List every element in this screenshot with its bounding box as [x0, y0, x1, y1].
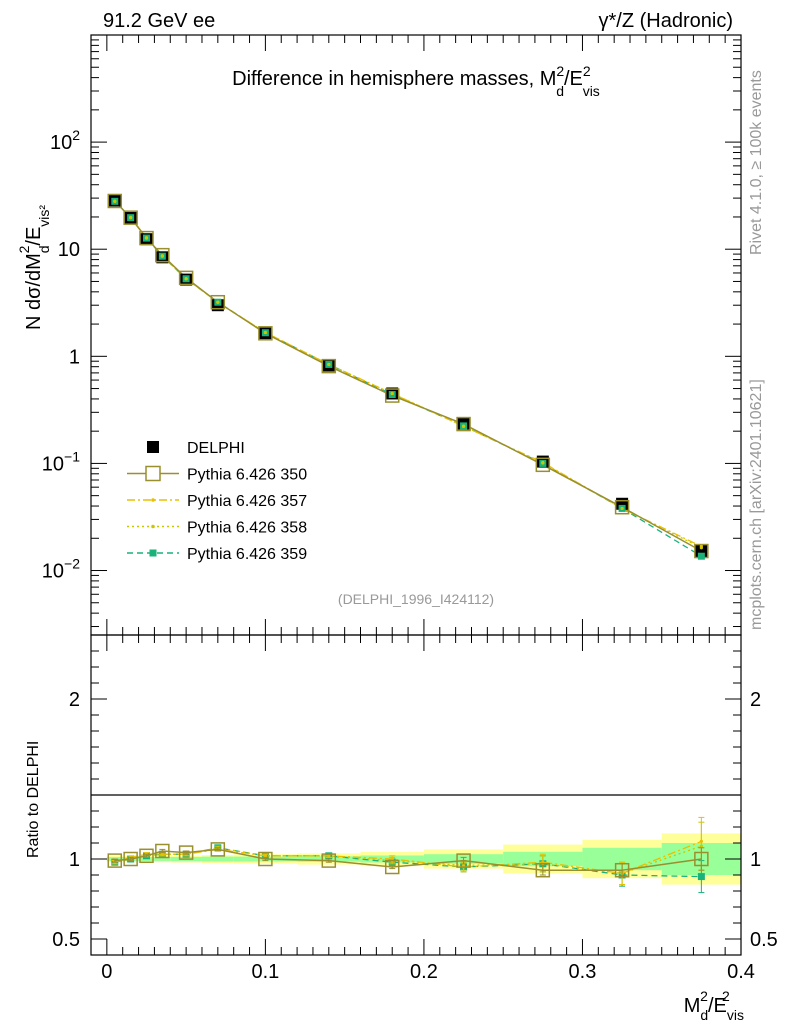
ratio-series-layer [107, 816, 709, 894]
ratio-marker-py350 [123, 851, 138, 867]
ratio-marker-py350 [321, 853, 337, 868]
ratio-uncertainty-bands [106, 833, 741, 885]
main-y-axis-label: N dσ/dMd2/Evis² [16, 205, 52, 330]
process-label: γ*/Z (Hadronic) [599, 10, 733, 32]
x-tick-label: 0 [101, 961, 112, 983]
marker-py358 [144, 236, 149, 240]
ratio-marker-py357 [160, 852, 164, 856]
marker-py358 [216, 300, 220, 304]
marker-py350 [210, 294, 226, 310]
x-axis-label: Md2/Evis2 [684, 988, 744, 1023]
marker-py358 [160, 254, 164, 258]
band-green-bin [582, 847, 662, 871]
ratio-marker-py350 [139, 848, 154, 864]
ratio-marker-py357 [263, 854, 267, 858]
main-x-ticks [106, 35, 742, 635]
main-y-tick-labels: 10−2 10−1 1 10 102 [42, 127, 80, 582]
legend-item-data: DELPHI [147, 440, 245, 457]
ratio-panel: 0.5 0.51 12 20 0.1 0.2 0.3 0.4 Ratio to DELPHI … [25, 634, 778, 1023]
rivet-version-label: Rivet 4.1.0, ≥ 100k events [748, 70, 765, 255]
main-panel: 10−2 10−1 1 10 102 Difference in hemisphere … [16, 34, 742, 636]
marker-py358 [113, 199, 117, 203]
ratio-y-tick-label-right: 0.5 [750, 929, 778, 951]
ratio-y-tick-label-right: 2 [750, 689, 761, 711]
ratio-marker-py350 [258, 851, 273, 867]
marker-py350 [535, 457, 551, 473]
x-tick-label: 0.1 [251, 961, 279, 983]
ratio-ticks: 0.5 0.5 1 1 2 2 0 0.1 0.2 0.3 0.4 [52, 634, 778, 983]
ratio-marker-py350 [155, 843, 170, 859]
marker-py350 [123, 210, 138, 225]
legend-marker-py350 [145, 465, 161, 482]
band-green-bin [154, 857, 171, 861]
marker-py350 [456, 416, 471, 432]
ratio-marker-py350 [456, 853, 471, 868]
analysis-id-label: (DELPHI_1996_I424112) [338, 591, 494, 607]
marker-py350 [321, 358, 337, 374]
marker-py350 [178, 270, 194, 286]
ratio-marker-py350 [107, 853, 123, 868]
ratio-y-tick-label: 0.5 [52, 929, 80, 951]
legend-item-py359: Pythia 6.426 359 [127, 546, 307, 563]
ratio-marker-py359 [697, 873, 705, 881]
x-tick-label: 0.3 [569, 961, 597, 983]
marker-py359 [697, 552, 705, 560]
marker-py350 [258, 326, 273, 341]
ratio-marker-py357 [327, 854, 331, 858]
y-tick-label: 1 [69, 346, 80, 368]
ratio-marker-py350 [384, 859, 400, 875]
legend: DELPHI Pythia 6.426 350 Pythia 6.426 357 Py… [127, 440, 307, 563]
mcplots-label: mcplots.cern.ch [arXiv:2401.10621] [748, 379, 765, 630]
legend-label: Pythia 6.426 350 [187, 467, 307, 484]
main-title: Difference in hemisphere masses, M2 d/E2 v… [232, 63, 600, 99]
y-tick-label: 10−1 [42, 448, 80, 475]
main-plot-frame [90, 34, 742, 636]
ratio-marker-py350 [535, 862, 551, 878]
ratio-marker-py350 [178, 845, 194, 860]
y-tick-label: 10−2 [42, 556, 80, 583]
marker-py350 [139, 230, 154, 246]
ratio-marker-py350 [614, 862, 630, 878]
x-tick-label: 0.4 [727, 961, 755, 983]
legend-marker-py358 [151, 524, 155, 529]
ratio-marker-py350 [694, 851, 709, 867]
marker-py350 [107, 193, 123, 209]
marker-py358 [620, 506, 624, 511]
marker-py358 [327, 362, 331, 367]
main-y-ticks [91, 34, 741, 628]
marker-py358 [263, 330, 267, 335]
ratio-marker-py350 [210, 842, 226, 857]
ratio-y-tick-label: 1 [69, 849, 80, 871]
y-tick-label: 10 [58, 239, 80, 261]
energy-label: 91.2 GeV ee [103, 10, 215, 32]
legend-item-py350: Pythia 6.426 350 [127, 465, 307, 484]
marker-py350 [384, 388, 400, 403]
ratio-y-tick-label: 2 [69, 689, 80, 711]
ratio-y-axis-label: Ratio to DELPHI [25, 741, 42, 858]
marker-py358 [184, 277, 188, 281]
ratio-y-tick-label-right: 1 [750, 849, 761, 871]
y-tick-label: 102 [50, 127, 80, 154]
legend-label: Pythia 6.426 358 [187, 520, 307, 537]
marker-py350 [614, 499, 630, 515]
marker-py350 [155, 247, 170, 263]
band-green-bin [201, 856, 234, 862]
legend-marker-py359 [149, 549, 157, 557]
main-series-layer [107, 193, 709, 560]
legend-item-py358: Pythia 6.426 358 [127, 520, 307, 537]
marker-py358 [541, 461, 545, 465]
marker-py358 [129, 216, 133, 220]
ratio-marker-py357 [699, 839, 703, 844]
legend-label: Pythia 6.426 359 [187, 546, 307, 563]
marker-py358 [461, 424, 466, 428]
legend-marker-data [147, 441, 159, 453]
x-tick-label: 0.2 [410, 961, 438, 983]
legend-label: DELPHI [187, 440, 245, 457]
legend-item-py357: Pythia 6.426 357 [127, 493, 307, 510]
marker-py358 [390, 391, 394, 396]
legend-marker-py357 [151, 498, 155, 502]
marker-py358 [699, 546, 703, 550]
legend-label: Pythia 6.426 357 [187, 493, 307, 510]
